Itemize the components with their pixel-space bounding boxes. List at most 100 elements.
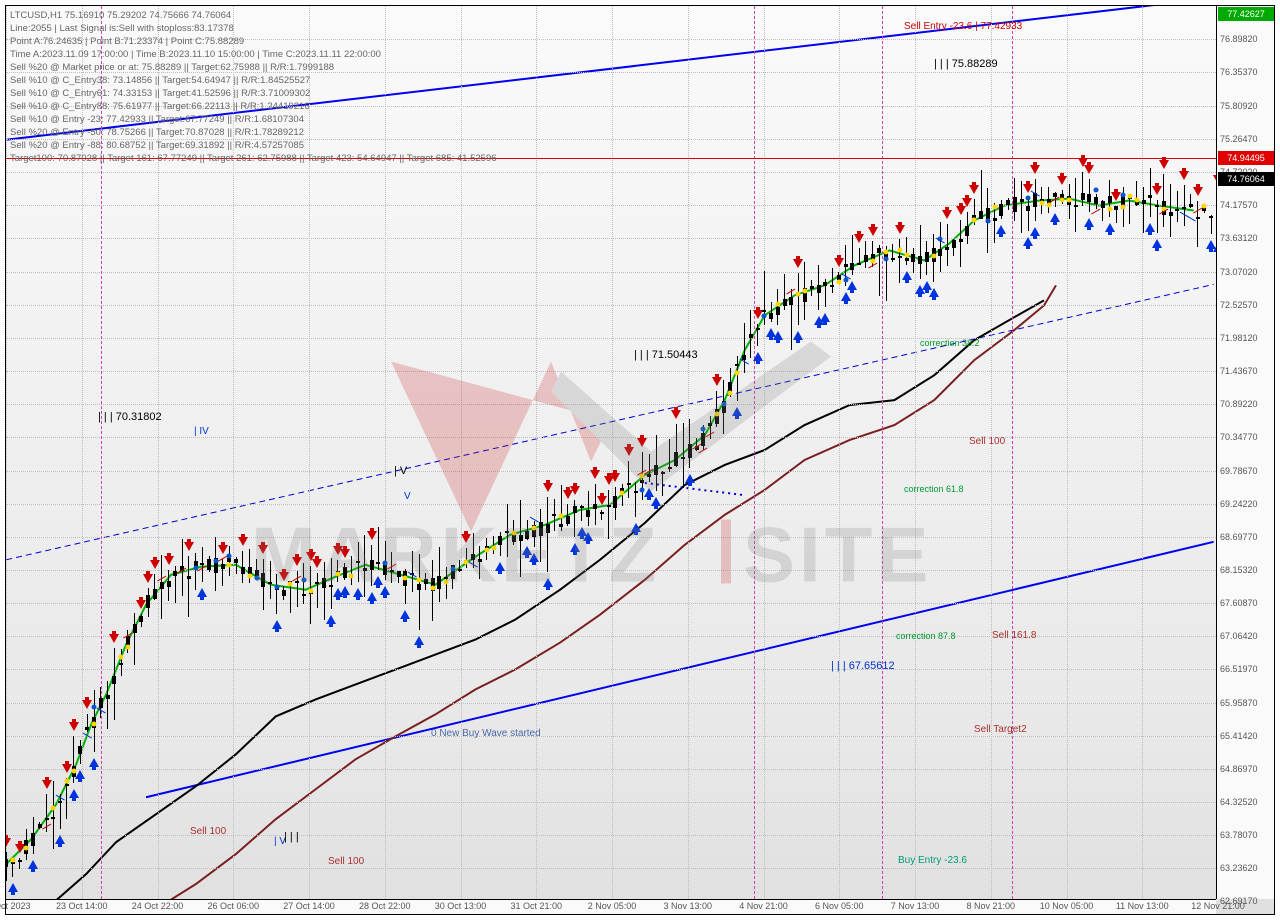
x-tick: 30 Oct 13:00: [435, 901, 487, 911]
y-tick: 69.24220: [1220, 499, 1258, 509]
arrow-down-icon: [109, 634, 119, 643]
dot-yellow: [484, 548, 489, 553]
arrow-down-icon: [597, 496, 607, 505]
arrow-up-icon: [400, 610, 410, 619]
arrow-up-icon: [1030, 227, 1040, 236]
dot-yellow: [802, 288, 807, 293]
dot-blue: [227, 553, 232, 558]
arrow-down-icon: [624, 447, 634, 456]
arrow-up-icon: [820, 313, 830, 322]
y-tick: 68.15320: [1220, 565, 1258, 575]
arrow-down-icon: [671, 410, 681, 419]
dot-blue: [1026, 195, 1031, 200]
arrow-down-icon: [962, 198, 972, 207]
arrow-down-icon: [1030, 165, 1040, 174]
chart-label: | | | 67.65612: [831, 660, 895, 672]
price-tag-green: 77.42627: [1218, 7, 1274, 21]
diag-icon: [1159, 208, 1169, 214]
diag-icon: [82, 732, 92, 738]
arrow-down-icon: [136, 600, 146, 609]
diag-icon: [705, 431, 715, 437]
arrow-down-icon: [238, 537, 248, 546]
y-tick: 64.32520: [1220, 797, 1258, 807]
y-tick: 75.26470: [1220, 134, 1258, 144]
vertical-line-marker: [882, 6, 883, 899]
info-line: Target100: 70.87028 || Target 161: 67.77…: [10, 152, 497, 165]
dot-yellow: [1067, 198, 1072, 203]
y-tick: 76.89820: [1220, 34, 1258, 44]
y-tick: 63.78070: [1220, 830, 1258, 840]
diag-icon: [55, 794, 65, 800]
y-tick: 65.95870: [1220, 698, 1258, 708]
chart-label: Sell 100: [190, 826, 226, 837]
dot-yellow: [1202, 204, 1207, 209]
arrow-up-icon: [353, 588, 363, 597]
dot-yellow: [247, 574, 252, 579]
dot-yellow: [51, 805, 56, 810]
arrow-up-icon: [1084, 218, 1094, 227]
diag-icon: [698, 447, 708, 453]
y-tick: 72.52570: [1220, 300, 1258, 310]
y-tick: 64.86970: [1220, 764, 1258, 774]
dot-blue: [884, 257, 889, 262]
arrow-up-icon: [732, 407, 742, 416]
arrow-up-icon: [1050, 213, 1060, 222]
arrow-down-icon: [895, 225, 905, 234]
arrow-up-icon: [414, 636, 424, 645]
chart-label: correction 61.8: [904, 484, 964, 494]
x-tick: 2 Nov 05:00: [588, 901, 637, 911]
diag-icon: [407, 571, 417, 577]
svg-text:SITE: SITE: [743, 510, 932, 598]
arrow-down-icon: [143, 574, 153, 583]
x-tick: 31 Oct 21:00: [510, 901, 562, 911]
arrow-down-icon: [793, 259, 803, 268]
dot-yellow: [1127, 194, 1132, 199]
arrow-up-icon: [651, 497, 661, 506]
dot-yellow: [24, 846, 29, 851]
arrow-up-icon: [75, 770, 85, 779]
arrow-down-icon: [1084, 165, 1094, 174]
dot-yellow: [836, 279, 841, 284]
x-tick: 27 Oct 14:00: [283, 901, 335, 911]
x-tick: 26 Oct 06:00: [207, 901, 259, 911]
arrow-up-icon: [1105, 223, 1115, 232]
arrow-up-icon: [685, 474, 695, 483]
dot-blue: [762, 314, 767, 319]
arrow-down-icon: [312, 559, 322, 568]
y-tick: 63.23620: [1220, 863, 1258, 873]
diag-icon: [841, 273, 851, 279]
arrow-up-icon: [1023, 237, 1033, 246]
diag-icon: [868, 262, 878, 268]
dot-yellow: [796, 292, 801, 297]
x-tick: 6 Nov 05:00: [815, 901, 864, 911]
arrow-down-icon: [42, 780, 52, 789]
dot-yellow: [119, 654, 124, 659]
y-axis: 77.42627 74.94495 74.76064 76.8982076.35…: [1216, 6, 1274, 899]
chart-label: Sell 161.8: [992, 630, 1036, 641]
dot-blue: [254, 575, 259, 580]
arrow-down-icon: [590, 470, 600, 479]
dot-yellow: [417, 577, 422, 582]
dot-yellow: [349, 573, 354, 578]
arrow-down-icon: [942, 210, 952, 219]
chart-label: Sell Target2: [974, 724, 1027, 735]
x-axis: 22 Oct 202323 Oct 14:0024 Oct 22:0026 Oc…: [6, 899, 1216, 914]
x-tick: 24 Oct 22:00: [132, 901, 184, 911]
y-tick: 66.51970: [1220, 664, 1258, 674]
diag-icon: [157, 575, 167, 581]
info-line: Sell %20 @ Entry -50: 78.75266 || Target…: [10, 126, 497, 139]
diag-icon: [42, 823, 52, 829]
dot-blue: [274, 585, 279, 590]
chart-label: Buy Entry -23.6: [898, 855, 967, 866]
dot-yellow: [227, 562, 232, 567]
y-tick: 71.43670: [1220, 366, 1258, 376]
diag-icon: [1030, 190, 1040, 196]
x-tick: 12 Nov 21:00: [1191, 901, 1245, 911]
arrow-up-icon: [583, 532, 593, 541]
chart-label: | | | 71.50443: [634, 349, 698, 361]
arrow-up-icon: [902, 271, 912, 280]
arrow-down-icon: [969, 185, 979, 194]
y-tick: 73.63120: [1220, 233, 1258, 243]
dot-yellow: [335, 571, 340, 576]
y-tick: 70.34770: [1220, 432, 1258, 442]
